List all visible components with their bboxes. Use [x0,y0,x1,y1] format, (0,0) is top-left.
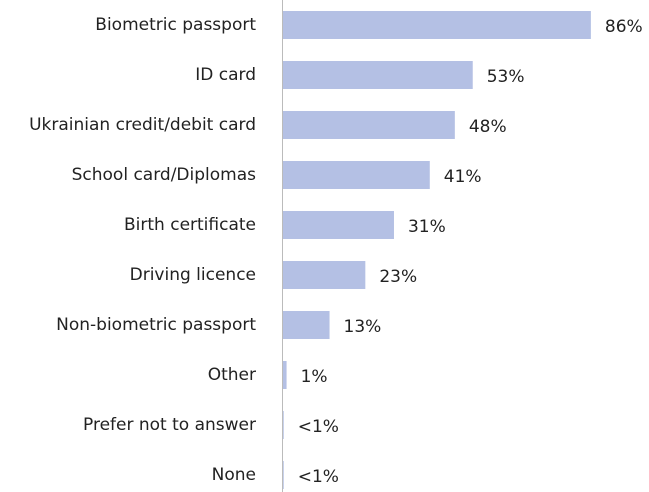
bar [283,411,284,439]
value-label: 53% [487,67,525,87]
value-label: 86% [605,17,643,37]
category-label: Ukrainian credit/debit card [29,115,256,135]
bar [283,261,366,289]
bar [283,211,394,239]
bar [283,361,287,389]
value-label: 48% [469,117,507,137]
category-label: None [212,465,256,485]
value-label: 1% [301,367,328,387]
value-label: 31% [408,217,446,237]
category-label: ID card [195,65,256,85]
bar [283,61,473,89]
category-label: School card/Diplomas [72,165,257,185]
category-label: Non-biometric passport [56,315,256,335]
bar [283,11,591,39]
bar [283,461,284,489]
value-label: <1% [298,417,339,437]
value-label: 23% [379,267,417,287]
category-label: Biometric passport [95,15,256,35]
bar [283,311,330,339]
value-label: 13% [344,317,382,337]
category-label: Other [208,365,256,385]
category-label: Prefer not to answer [83,415,256,435]
category-label: Birth certificate [124,215,256,235]
value-label: <1% [298,467,339,487]
value-label: 41% [444,167,482,187]
bar [283,161,430,189]
bar [283,111,455,139]
category-label: Driving licence [130,265,256,285]
